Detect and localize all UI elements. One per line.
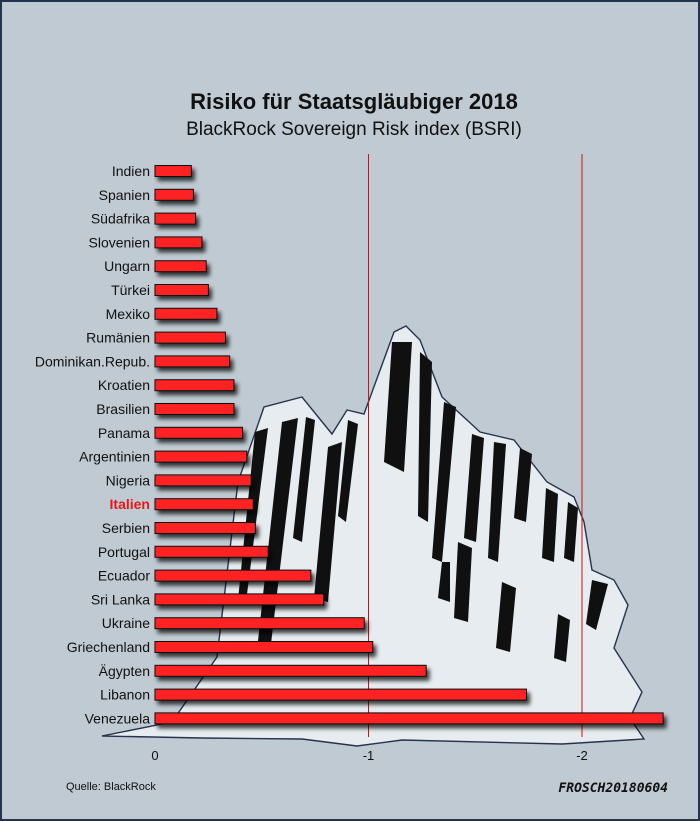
bar [154,593,325,606]
category-label: Venezuela [85,710,151,726]
category-label: Slovenien [89,234,151,250]
bar [154,545,269,558]
category-label: Dominikan.Repub. [35,353,150,369]
bar [154,331,226,344]
artist-signature: FROSCH20180604 [558,781,668,796]
bar [154,712,664,725]
bar [154,307,218,320]
bar [154,355,231,368]
category-label: Serbien [102,520,150,536]
x-tick-label: -1 [363,748,375,763]
category-label: Brasilien [96,401,150,417]
bar [154,260,207,273]
chart-title: Risiko für Staatsgläubiger 2018 [190,89,518,114]
x-tick-labels: 0 -1 -2 [151,748,587,763]
bar [154,236,203,249]
bar [154,688,527,701]
bar [154,641,374,653]
category-label: Griechenland [67,639,150,655]
category-label: Türkei [111,282,150,298]
bar [154,403,235,415]
bar [154,617,365,630]
bar [154,188,194,201]
x-tick-label: -2 [576,748,588,763]
category-label: Indien [112,163,150,179]
category-label: Kroatien [98,377,150,393]
category-label: Rumänien [86,330,150,346]
bar [154,165,192,177]
category-label: Sri Lanka [91,591,150,607]
category-label: Ungarn [104,258,150,274]
category-label: Spanien [99,187,150,203]
bar [154,379,235,392]
category-label: Ukraine [102,615,150,631]
category-label: Italien [110,496,150,512]
bar [154,450,248,463]
source-note: Quelle: BlackRock [66,781,156,793]
bar [154,474,252,487]
category-labels: Indien Spanien Südafrika Slovenien Ungarn Tür… [35,163,150,726]
bar [154,284,209,296]
x-tick-label: 0 [151,748,158,763]
bar [154,212,197,225]
bars [154,165,664,725]
bar [154,426,244,439]
category-label: Ecuador [98,568,150,584]
gridlines [368,154,583,737]
bar [154,498,254,511]
category-label: Nigeria [106,472,151,488]
category-label: Mexiko [106,306,151,322]
bar [154,569,312,582]
category-label: Ägypten [99,663,150,679]
category-label: Südafrika [91,211,150,227]
bar [154,664,427,677]
category-label: Portugal [98,544,150,560]
category-label: Panama [98,425,150,441]
bar [154,522,256,534]
category-label: Libanon [100,687,150,703]
category-label: Argentinien [79,449,150,465]
chart-subtitle: BlackRock Sovereign Risk index (BSRI) [186,119,522,140]
